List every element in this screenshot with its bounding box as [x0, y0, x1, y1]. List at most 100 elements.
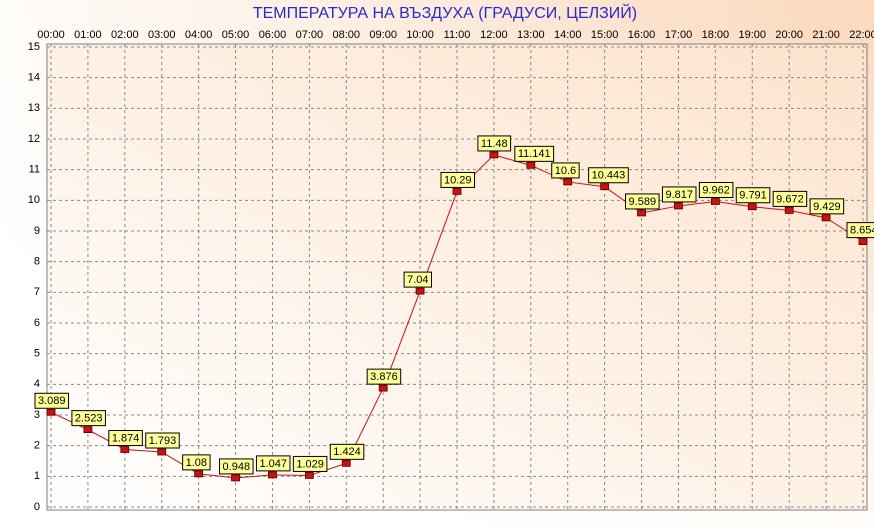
x-tick-label: 14:00 — [554, 29, 582, 41]
data-point — [674, 202, 683, 210]
value-label-box — [477, 135, 512, 152]
x-tick-label: 00:00 — [37, 29, 65, 41]
y-tick-label: 8 — [34, 256, 40, 268]
y-tick-label: 5 — [34, 348, 40, 360]
x-tick-label: 08:00 — [333, 29, 361, 41]
data-point — [600, 183, 610, 191]
data-point — [341, 459, 351, 467]
data-point — [526, 161, 536, 169]
x-tick-label: 06:00 — [259, 29, 287, 41]
x-tick-label: 10:00 — [406, 29, 434, 41]
value-label: 0.948 — [223, 461, 251, 473]
x-tick-label: 17:00 — [665, 29, 693, 41]
x-tick-label: 01:00 — [74, 29, 102, 41]
value-label: 1.029 — [296, 458, 324, 470]
x-tick-label: 05:00 — [222, 29, 250, 41]
value-label-box — [108, 430, 143, 447]
value-label: 8.654 — [850, 225, 874, 237]
value-label: 1.874 — [112, 432, 140, 444]
value-label-box — [366, 368, 402, 385]
value-label-box — [772, 190, 808, 207]
x-tick-label: 19:00 — [739, 29, 767, 41]
data-point — [858, 238, 868, 246]
value-label-box — [846, 222, 874, 239]
value-label: 2.523 — [75, 413, 103, 425]
value-label-box — [551, 162, 580, 179]
data-point — [120, 446, 130, 453]
x-tick-label: 09:00 — [369, 29, 397, 41]
y-tick-label: 11 — [29, 164, 40, 176]
value-label: 9.791 — [739, 190, 767, 202]
data-point — [157, 448, 167, 456]
y-tick-label: 15 — [28, 41, 40, 53]
value-label: 9.817 — [665, 189, 693, 201]
x-tick-label: 22:00 — [849, 29, 874, 41]
data-point — [784, 206, 794, 214]
value-label-box — [34, 392, 70, 409]
x-tick-label: 11:00 — [444, 29, 471, 41]
x-tick-label: 03:00 — [148, 29, 176, 41]
value-label: 1.08 — [186, 457, 207, 469]
value-label: 11.141 — [518, 148, 551, 160]
y-tick-label: 13 — [28, 102, 40, 114]
value-label: 9.672 — [776, 193, 804, 205]
value-label-box — [182, 454, 211, 471]
y-tick-label: 12 — [28, 133, 40, 145]
value-label-box — [255, 455, 291, 472]
data-point — [268, 471, 277, 479]
value-label-box — [329, 443, 365, 460]
x-tick-label: 02:00 — [111, 29, 139, 41]
data-point — [46, 408, 56, 416]
y-tick-label: 3 — [34, 409, 40, 421]
x-tick-label: 16:00 — [628, 29, 656, 41]
data-point — [304, 472, 314, 479]
data-point — [821, 214, 831, 222]
x-tick-label: 13:00 — [517, 29, 545, 41]
value-label-box — [292, 455, 328, 472]
value-label: 3.876 — [370, 371, 398, 383]
value-label-box — [698, 181, 734, 198]
value-label-box — [809, 198, 845, 215]
chart-title: ТЕМПЕРАТУРА НА ВЪЗДУХА (ГРАДУСИ, ЦЕЛЗИЙ) — [253, 3, 637, 22]
y-tick-label: 1 — [34, 470, 40, 482]
value-label-box — [219, 458, 254, 475]
value-label-box — [71, 410, 106, 427]
y-tick-label: 10 — [28, 194, 40, 206]
value-label: 9.589 — [629, 196, 657, 208]
value-label: 9.962 — [702, 184, 730, 196]
value-label-box — [661, 186, 697, 203]
y-tick-label: 0 — [34, 501, 40, 513]
x-tick-label: 07:00 — [296, 29, 324, 41]
x-tick-label: 04:00 — [185, 29, 213, 41]
x-tick-label: 18:00 — [702, 29, 730, 41]
x-tick-label: 12:00 — [480, 29, 508, 41]
data-point — [415, 287, 425, 295]
value-label-box — [145, 432, 180, 449]
y-tick-label: 2 — [34, 440, 40, 452]
x-tick-label: 20:00 — [775, 29, 803, 41]
value-label-box — [625, 193, 660, 210]
plot-area — [46, 43, 868, 511]
value-label: 3.089 — [38, 395, 66, 407]
value-label-box — [588, 167, 629, 184]
value-label: 10.29 — [444, 174, 472, 186]
y-tick-label: 7 — [34, 286, 40, 298]
value-label: 10.443 — [592, 170, 626, 182]
data-point — [747, 203, 757, 211]
value-label-box — [403, 271, 433, 288]
x-tick-label: 15:00 — [591, 29, 619, 41]
value-label: 1.047 — [259, 458, 287, 470]
value-label: 1.424 — [333, 446, 361, 458]
data-point — [452, 188, 462, 195]
y-tick-label: 14 — [28, 72, 40, 84]
data-point — [231, 474, 240, 482]
data-point — [489, 151, 499, 159]
value-label-box — [514, 145, 555, 162]
y-tick-label: 9 — [34, 225, 40, 237]
value-label: 9.429 — [813, 201, 841, 213]
y-tick-label: 4 — [34, 378, 40, 390]
value-label: 7.04 — [407, 274, 428, 286]
data-point — [563, 178, 573, 186]
data-point — [194, 470, 204, 478]
